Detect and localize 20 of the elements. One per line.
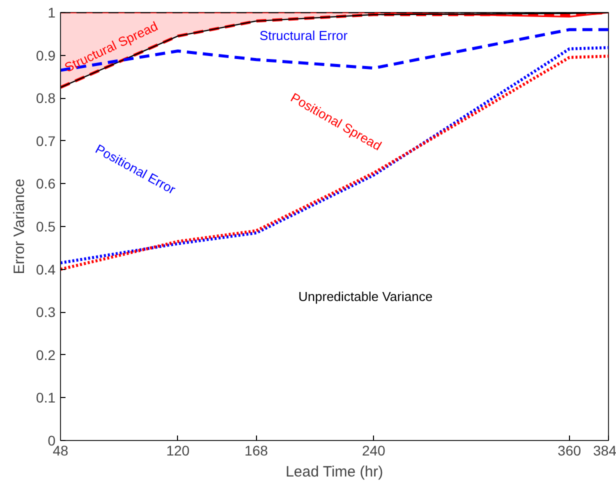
y-tick-label: 0.5: [36, 218, 56, 234]
annotation: Structural Error: [259, 28, 348, 44]
y-tick-label: 0.7: [36, 132, 56, 149]
x-tick-label: 240: [362, 442, 386, 458]
y-tick-label: 0.2: [36, 346, 56, 363]
y-tick-label: 0: [48, 432, 56, 448]
x-tick-label: 384: [593, 442, 616, 458]
y-axis-title: Error Variance: [11, 178, 28, 274]
x-tick-label: 120: [166, 442, 190, 458]
y-tick-label: 0.3: [36, 304, 56, 320]
y-tick-label: 0.9: [36, 47, 56, 64]
x-axis-title: Lead Time (hr): [286, 464, 384, 480]
x-tick-label: 360: [558, 442, 582, 458]
y-tick-label: 0.4: [36, 261, 56, 278]
x-tick-label: 168: [244, 442, 268, 458]
y-tick-label: 1: [48, 4, 56, 20]
y-tick-label: 0.1: [36, 390, 56, 406]
y-tick-label: 0.8: [36, 90, 56, 106]
annotation: Unpredictable Variance: [298, 288, 433, 304]
y-tick-label: 0.6: [36, 176, 56, 192]
